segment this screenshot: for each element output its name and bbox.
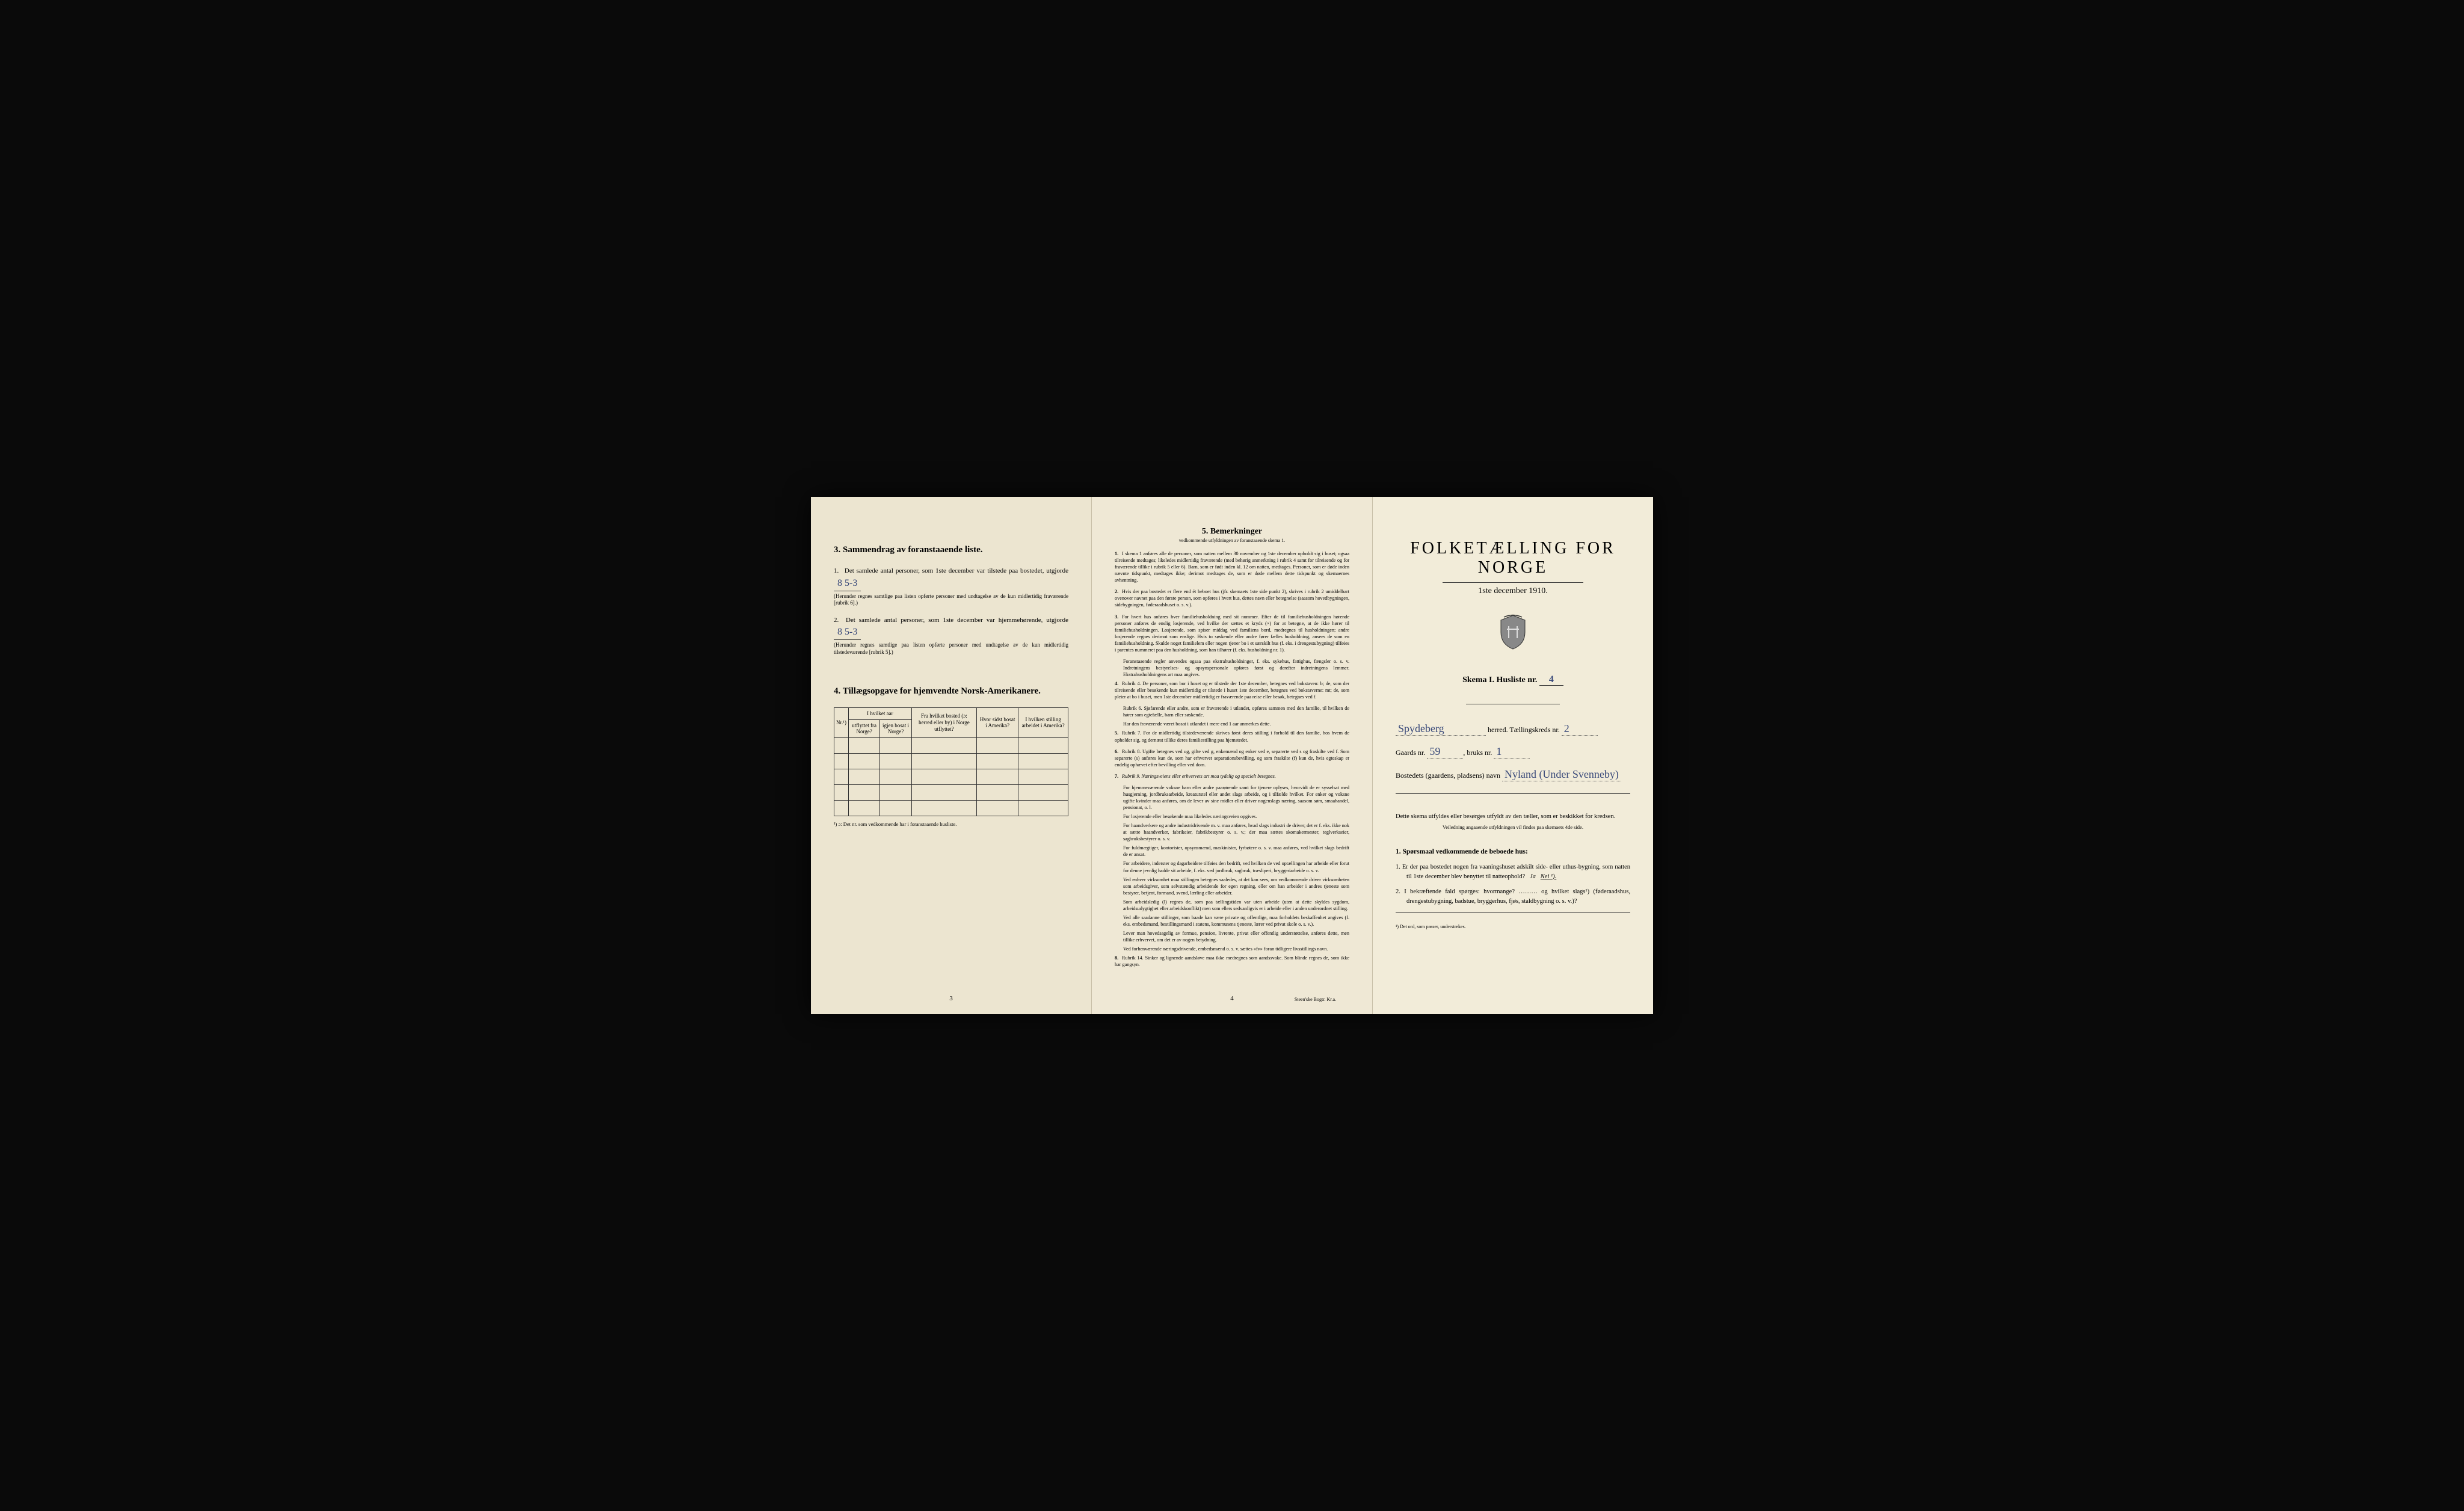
herred-line: Spydeberg herred. Tællingskreds nr. 2 [1396, 722, 1630, 736]
remark-4: 4.Rubrik 4. De personer, som bor i huset… [1115, 680, 1349, 700]
bosted-line: Bostedets (gaardens, pladsens) navn Nyla… [1396, 768, 1630, 781]
form-rule [1396, 793, 1630, 794]
col-bosted: Fra hvilket bosted (ɔ: herred eller by) … [911, 707, 976, 737]
remark-1: 1.I skema 1 anføres alle de personer, so… [1115, 550, 1349, 583]
page-4: 5. Bemerkninger vedkommende utfyldningen… [1092, 497, 1373, 1014]
remark-7b: For losjerende eller besøkende maa likel… [1123, 813, 1349, 820]
summary-item-2: 2. Det samlede antal personer, som 1ste … [834, 615, 1068, 656]
tilstede-count: 8 5-3 [834, 576, 861, 591]
col-nr: Nr.¹) [834, 707, 849, 737]
census-date: 1ste december 1910. [1396, 586, 1630, 596]
section-3-title: 3. Sammendrag av foranstaaende liste. [834, 545, 1068, 555]
printer-imprint: Steen'ske Bogtr. Kr.a. [1295, 997, 1336, 1002]
col-igjen: igjen bosat i Norge? [880, 719, 911, 738]
table-body [834, 738, 1068, 816]
table-row [834, 801, 1068, 816]
remark-7a: For hjemmeværende voksne barn eller andr… [1123, 784, 1349, 811]
foot-rule [1396, 912, 1630, 913]
table-footnote: ¹) ɔ: Det nr. som vedkommende har i fora… [834, 821, 1068, 827]
table-row [834, 785, 1068, 801]
col-stilling: I hvilken stilling arbeidet i Amerika? [1018, 707, 1068, 737]
herred-value: Spydeberg [1396, 722, 1486, 736]
title-rule [1443, 582, 1583, 583]
bosted-value: Nyland (Under Svenneby) [1502, 768, 1621, 781]
page-number-4: 4 [1230, 995, 1234, 1002]
husliste-nr: 4 [1539, 674, 1563, 686]
summary-item-1: 1. Det samlede antal personer, som 1ste … [834, 566, 1068, 607]
table-row [834, 738, 1068, 754]
section-4-title: 4. Tillægsopgave for hjemvendte Norsk-Am… [834, 686, 1068, 697]
remark-7h: Ved alle saadanne stillinger, som baade … [1123, 914, 1349, 928]
remark-4c: Har den fraværende været bosat i utlande… [1123, 721, 1349, 727]
remark-3: 3.For hvert hus anføres hver familiehush… [1115, 614, 1349, 653]
remark-7e: For arbeidere, inderster og dagarbeidere… [1123, 860, 1349, 873]
col-amerika: Hvor sidst bosat i Amerika? [976, 707, 1018, 737]
remark-4b: Rubrik 6. Sjøfarende eller andre, som er… [1123, 705, 1349, 718]
hjemme-count: 8 5-3 [834, 625, 861, 640]
skema-line: Skema I. Husliste nr. 4 [1396, 674, 1630, 686]
footnote-right: ¹) Det ord, som passer, understrekes. [1396, 924, 1630, 929]
col-aar-group: I hvilket aar [848, 707, 911, 719]
answer-nei: Nei ¹). [1541, 873, 1556, 880]
question-section-title: 1. Spørsmaal vedkommende de beboede hus: [1396, 848, 1630, 855]
page-3: 3. Sammendrag av foranstaaende liste. 1.… [811, 497, 1092, 1014]
section-5-subtitle: vedkommende utfyldningen av foranstaaend… [1115, 538, 1349, 543]
remark-7j: Ved forhenværende næringsdrivende, embed… [1123, 946, 1349, 952]
gaards-line: Gaards nr. 59, bruks nr. 1 [1396, 745, 1630, 759]
page-cover: FOLKETÆLLING FOR NORGE 1ste december 191… [1373, 497, 1653, 1014]
amerikanere-table: Nr.¹) I hvilket aar Fra hvilket bosted (… [834, 707, 1068, 816]
gaards-nr: 59 [1427, 745, 1463, 759]
census-title: FOLKETÆLLING FOR NORGE [1396, 539, 1630, 577]
remark-7g: Som arbeidsledig (l) regnes de, som paa … [1123, 899, 1349, 912]
col-utflyttet: utflyttet fra Norge? [848, 719, 879, 738]
remark-7i: Lever man hovedsagelig av formue, pensio… [1123, 930, 1349, 943]
section-5-title: 5. Bemerkninger [1115, 527, 1349, 537]
instruction-small: Veiledning angaaende utfyldningen vil fi… [1396, 824, 1630, 830]
remark-6: 6.Rubrik 8. Ugifte betegnes ved ug, gift… [1115, 748, 1349, 768]
kreds-nr: 2 [1562, 722, 1598, 736]
remark-2: 2.Hvis der paa bostedet er flere end ét … [1115, 588, 1349, 608]
remark-5: 5.Rubrik 7. For de midlertidig tilstedev… [1115, 730, 1349, 743]
remark-7c: For haandverkere og andre industridriven… [1123, 822, 1349, 842]
remark-8: 8.Rubrik 14. Sinker og lignende aandsløv… [1115, 955, 1349, 968]
remark-7: 7.Rubrik 9. Næringsveiens eller erhverve… [1115, 773, 1349, 780]
document-spread: 3. Sammendrag av foranstaaende liste. 1.… [811, 497, 1653, 1014]
table-row [834, 769, 1068, 785]
instruction-text: Dette skema utfyldes eller besørges utfy… [1396, 812, 1630, 822]
remark-7d: For fuldmægtiger, kontorister, opsynsmæn… [1123, 845, 1349, 858]
table-row [834, 754, 1068, 769]
question-1: 1. Er der paa bostedet nogen fra vaaning… [1396, 863, 1630, 882]
coat-of-arms-icon [1498, 614, 1528, 650]
page-number-3: 3 [949, 995, 953, 1002]
remark-7f: Ved enhver virksomhet maa stillingen bet… [1123, 876, 1349, 896]
question-2: 2. I bekræftende fald spørges: hvormange… [1396, 887, 1630, 906]
remark-3b: Foranstaaende regler anvendes ogsaa paa … [1123, 658, 1349, 678]
bruks-nr: 1 [1494, 745, 1530, 759]
